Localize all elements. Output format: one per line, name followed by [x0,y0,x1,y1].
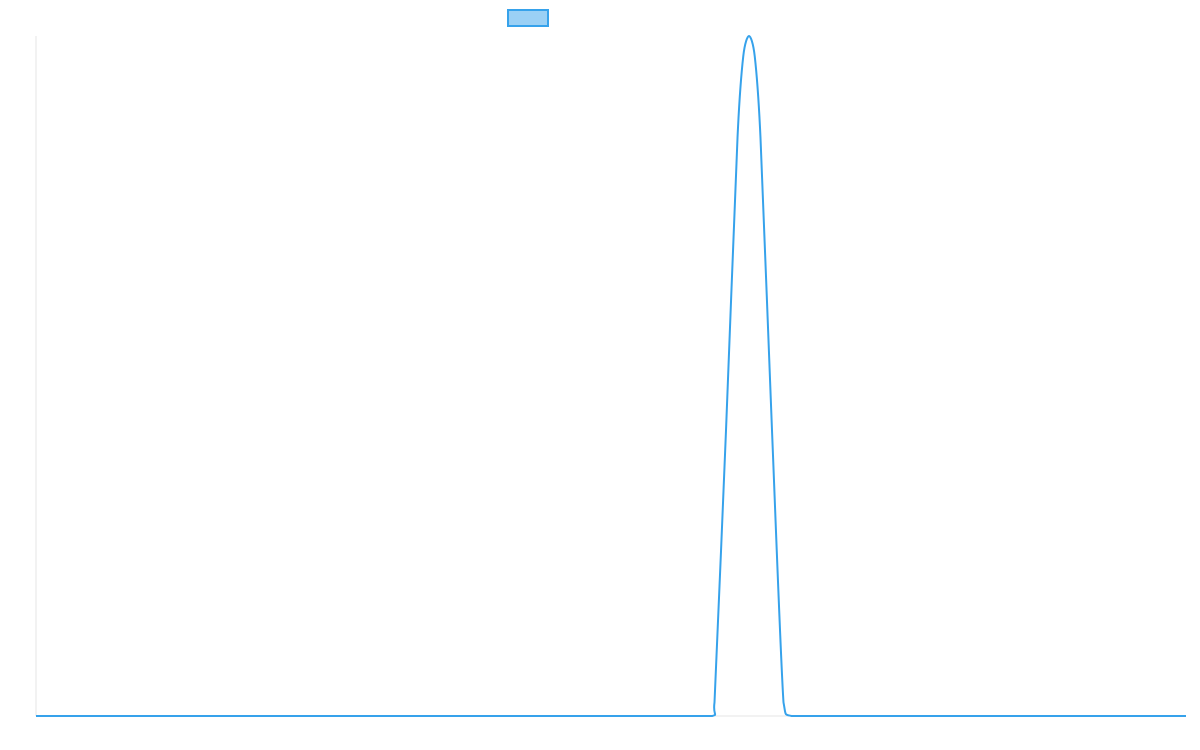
series-layer [36,35,1186,717]
legend-swatch[interactable] [507,9,549,27]
legend[interactable] [507,9,549,27]
axes [35,36,1186,717]
series-line-0 [36,35,1186,717]
